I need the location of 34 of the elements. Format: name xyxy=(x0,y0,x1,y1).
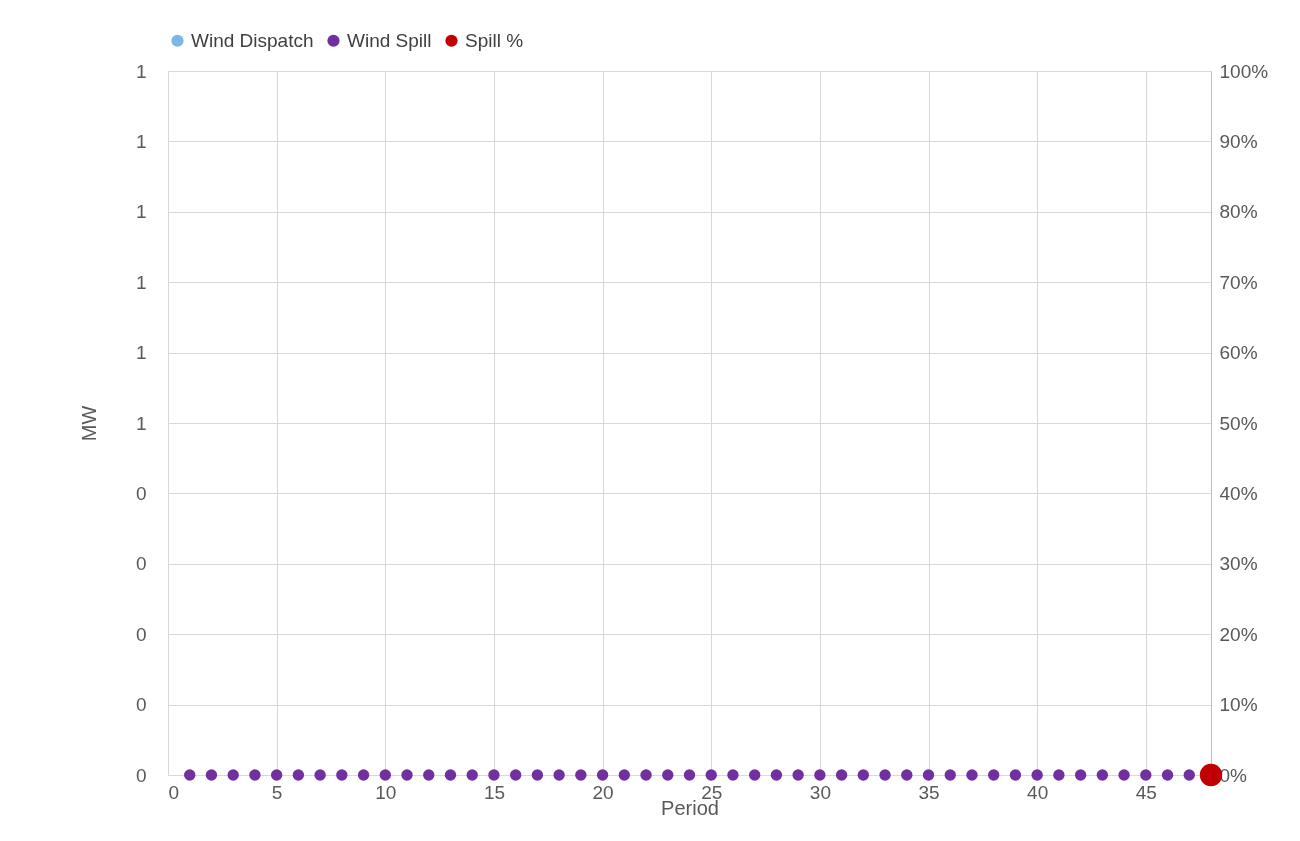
y-tick-label: 1 xyxy=(135,271,147,293)
y2-tick-label: 10% xyxy=(1219,694,1258,716)
x-tick-label: 15 xyxy=(483,781,506,803)
x-tick-label: 45 xyxy=(1135,781,1157,803)
legend-label: Wind Dispatch xyxy=(191,29,314,51)
y2-tick-label: 40% xyxy=(1219,482,1258,504)
y-tick-label: 1 xyxy=(135,130,147,152)
x-tick-label: 0 xyxy=(168,781,180,803)
x-tick-label: 40 xyxy=(1027,781,1049,803)
legend-label: Wind Spill xyxy=(347,29,432,51)
y2-tick-label: 50% xyxy=(1219,412,1258,434)
y-tick-label: 0 xyxy=(135,482,147,504)
y-tick-label: 1 xyxy=(135,201,147,223)
y2-tick-label: 100% xyxy=(1219,60,1269,82)
y2-tick-label: 60% xyxy=(1219,342,1258,364)
y2-tick-label: 30% xyxy=(1219,553,1258,575)
y-tick-label: 0 xyxy=(135,623,147,645)
y-tick-label: 1 xyxy=(135,412,147,434)
y-tick-label: 0 xyxy=(135,694,147,716)
y2-tick-label: 90% xyxy=(1219,130,1258,152)
x-tick-label: 30 xyxy=(809,781,831,803)
y-axis-title: MW xyxy=(77,405,100,442)
y-tick-label: 0 xyxy=(135,764,147,786)
y-tick-label: 0 xyxy=(135,553,147,575)
y2-tick-label: 20% xyxy=(1219,623,1258,645)
x-tick-label: 35 xyxy=(918,781,940,803)
y-tick-label: 1 xyxy=(135,342,147,364)
y2-tick-label: 80% xyxy=(1219,201,1258,223)
legend-label: Spill % xyxy=(465,29,524,51)
x-tick-label: 5 xyxy=(271,781,283,803)
x-tick-label: 10 xyxy=(375,781,397,803)
y-tick-label: 1 xyxy=(135,60,147,82)
x-tick-label: 20 xyxy=(592,781,614,803)
y2-tick-label: 70% xyxy=(1219,271,1258,293)
